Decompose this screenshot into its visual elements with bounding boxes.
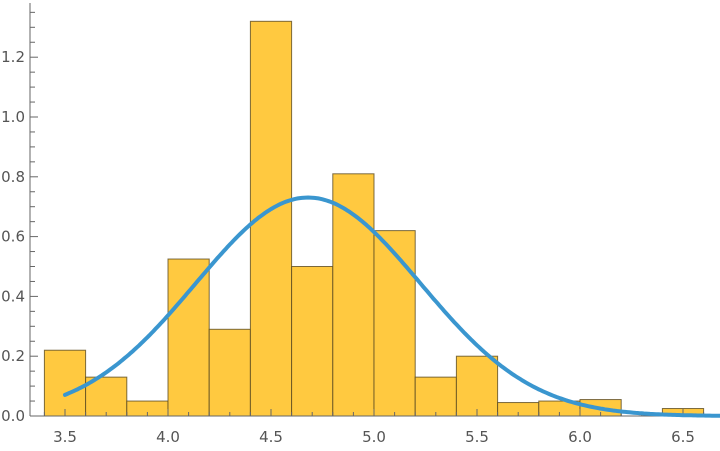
histogram-bar bbox=[167, 258, 210, 417]
y-tick-label: 1.2 bbox=[1, 48, 25, 66]
x-tick-label: 5.0 bbox=[362, 428, 386, 446]
x-tick-label: 4.0 bbox=[156, 428, 180, 446]
histogram-bar bbox=[414, 376, 457, 417]
y-tick-label: 0.0 bbox=[1, 407, 25, 425]
x-tick-label: 4.5 bbox=[259, 428, 283, 446]
y-tick-label: 1.0 bbox=[1, 108, 25, 126]
axes-group bbox=[29, 3, 720, 417]
x-tick-label: 6.5 bbox=[671, 428, 695, 446]
tick-labels-group: 3.5 4.0 4.5 5.0 5.5 6.0 6.5 0.0 0.2 0.4 0.6 0.8 1.0 1… bbox=[1, 48, 695, 446]
y-tick-label: 0.8 bbox=[1, 168, 25, 186]
x-tick-label: 5.5 bbox=[465, 428, 489, 446]
x-tick-label: 3.5 bbox=[53, 428, 77, 446]
y-tick-label: 0.4 bbox=[1, 287, 25, 305]
bars-group bbox=[43, 20, 705, 417]
histogram-bar bbox=[332, 173, 375, 417]
y-tick-label: 0.6 bbox=[1, 228, 25, 246]
x-tick-label: 6.0 bbox=[568, 428, 592, 446]
histogram-bar bbox=[373, 230, 416, 417]
histogram-bar bbox=[291, 266, 334, 417]
normal-curve bbox=[63, 195, 720, 418]
histogram-bar bbox=[85, 376, 128, 417]
histogram-bar bbox=[43, 349, 87, 417]
y-tick-label: 0.2 bbox=[1, 347, 25, 365]
histogram-bar bbox=[208, 328, 251, 417]
histogram-bar bbox=[455, 355, 499, 417]
